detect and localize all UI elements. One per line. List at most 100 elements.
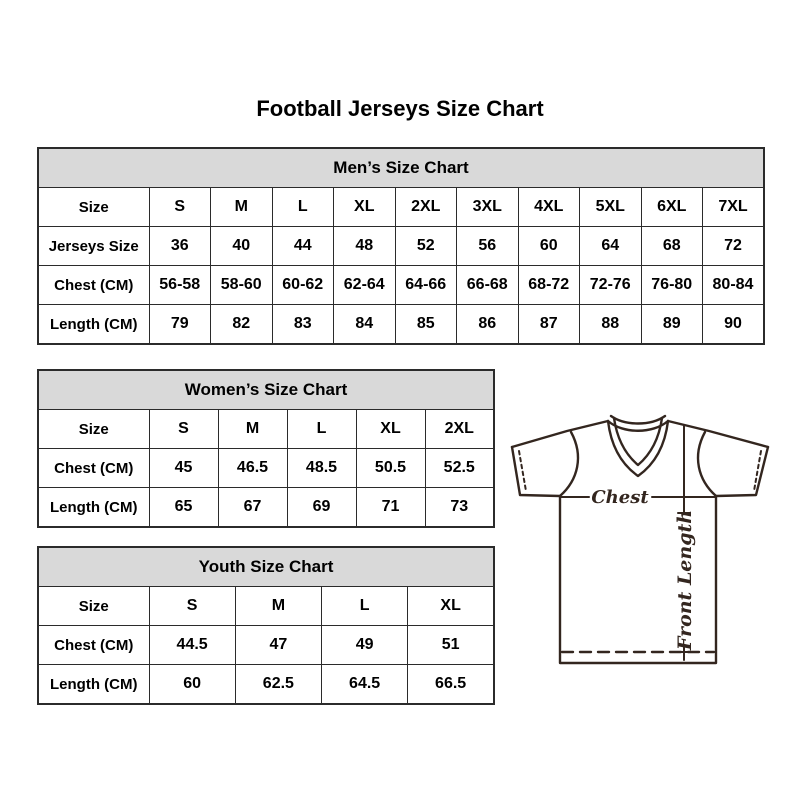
youth-value-cell: 51: [407, 625, 495, 665]
womens-value-cell: 52.5: [424, 448, 495, 488]
jersey-left-shoulder: [510, 419, 610, 449]
mens-value-cell: 4XL: [517, 187, 580, 227]
youth-row-label: Size: [37, 586, 150, 626]
jersey-collar-band-curve: [606, 419, 670, 432]
chest-label: Chest: [591, 487, 649, 508]
mens-value-cell: 79: [148, 304, 211, 345]
mens-value-cell: 84: [333, 304, 396, 345]
mens-value-cell: 5XL: [579, 187, 642, 227]
womens-value-cell: 71: [355, 487, 426, 528]
womens-title-row: Women’s Size Chart: [37, 369, 495, 410]
mens-value-cell: L: [271, 187, 334, 227]
mens-value-cell: 83: [271, 304, 334, 345]
youth-size-chart-table: Youth Size Chart Size S M L XL Chest (CM) 44.5 4…: [37, 546, 495, 705]
youth-row: Size S M L XL: [37, 586, 495, 626]
mens-value-cell: 56-58: [148, 265, 211, 305]
youth-value-cell: M: [234, 586, 323, 626]
mens-value-cell: 36: [148, 226, 211, 266]
mens-size-chart-table: Men’s Size Chart Size S M L XL 2XL 3XL 4XL 5XL 6XL…: [37, 147, 765, 345]
mens-value-cell: S: [148, 187, 211, 227]
mens-value-cell: 72-76: [579, 265, 642, 305]
mens-table-title: Men’s Size Chart: [37, 147, 765, 188]
mens-row: Chest (CM) 56-58 58-60 60-62 62-64 64-66 66-68…: [37, 265, 765, 305]
womens-value-cell: 50.5: [355, 448, 426, 488]
mens-value-cell: 3XL: [456, 187, 519, 227]
mens-value-cell: 72: [702, 226, 765, 266]
youth-value-cell: 47: [234, 625, 323, 665]
mens-row-label: Length (CM): [37, 304, 150, 345]
youth-row-label: Length (CM): [37, 664, 150, 705]
jersey-right-shoulder: [666, 419, 770, 449]
mens-row: Jerseys Size 36 40 44 48 52 56 60 64 68 72: [37, 226, 765, 266]
womens-value-cell: XL: [355, 409, 426, 449]
mens-value-cell: 64: [579, 226, 642, 266]
youth-value-cell: 64.5: [320, 664, 409, 705]
mens-value-cell: 82: [210, 304, 273, 345]
womens-value-cell: S: [148, 409, 219, 449]
youth-title-row: Youth Size Chart: [37, 546, 495, 587]
womens-value-cell: 73: [424, 487, 495, 528]
youth-value-cell: 60: [148, 664, 236, 705]
youth-value-cell: S: [148, 586, 236, 626]
mens-value-cell: 40: [210, 226, 273, 266]
mens-value-cell: 56: [456, 226, 519, 266]
womens-value-cell: 67: [217, 487, 288, 528]
womens-value-cell: 2XL: [424, 409, 495, 449]
jersey-right-cuff-stitch: [753, 450, 762, 492]
mens-value-cell: 90: [702, 304, 765, 345]
womens-value-cell: 45: [148, 448, 219, 488]
jersey-illustration: Chest Front Length: [510, 414, 770, 665]
womens-value-cell: 69: [286, 487, 357, 528]
mens-row: Size S M L XL 2XL 3XL 4XL 5XL 6XL 7XL: [37, 187, 765, 227]
mens-value-cell: 85: [394, 304, 457, 345]
womens-value-cell: L: [286, 409, 357, 449]
mens-row-label: Jerseys Size: [37, 226, 150, 266]
youth-value-cell: 62.5: [234, 664, 323, 705]
jersey-measurement-diagram: Chest Front Length: [503, 412, 781, 670]
mens-value-cell: 66-68: [456, 265, 519, 305]
mens-value-cell: XL: [333, 187, 396, 227]
mens-value-cell: 58-60: [210, 265, 273, 305]
youth-value-cell: 44.5: [148, 625, 236, 665]
mens-title-row: Men’s Size Chart: [37, 147, 765, 188]
youth-row: Chest (CM) 44.5 47 49 51: [37, 625, 495, 665]
mens-value-cell: 52: [394, 226, 457, 266]
womens-row-label: Size: [37, 409, 150, 449]
mens-value-cell: 48: [333, 226, 396, 266]
jersey-back-collar-curve: [609, 414, 667, 425]
front-length-label: Front Length: [674, 510, 696, 651]
jersey-left-sleeve: [510, 445, 562, 498]
womens-value-cell: 46.5: [217, 448, 288, 488]
mens-row-label: Size: [37, 187, 150, 227]
womens-table-title: Women’s Size Chart: [37, 369, 495, 410]
mens-value-cell: 87: [517, 304, 580, 345]
mens-value-cell: 76-80: [640, 265, 703, 305]
womens-size-chart-table: Women’s Size Chart Size S M L XL 2XL Chest (CM)…: [37, 369, 495, 528]
mens-value-cell: 68: [640, 226, 703, 266]
womens-row: Size S M L XL 2XL: [37, 409, 495, 449]
page-title: Football Jerseys Size Chart: [256, 96, 544, 121]
mens-row: Length (CM) 79 82 83 84 85 86 87 88 89 90: [37, 304, 765, 345]
mens-value-cell: 88: [579, 304, 642, 345]
mens-value-cell: 60-62: [271, 265, 334, 305]
mens-value-cell: 68-72: [517, 265, 580, 305]
womens-value-cell: M: [217, 409, 288, 449]
mens-value-cell: 2XL: [394, 187, 457, 227]
jersey-collar-outer-v: [606, 419, 670, 478]
youth-value-cell: 49: [320, 625, 409, 665]
mens-value-cell: 86: [456, 304, 519, 345]
youth-value-cell: XL: [407, 586, 495, 626]
mens-value-cell: 80-84: [702, 265, 765, 305]
womens-value-cell: 65: [148, 487, 219, 528]
mens-value-cell: 6XL: [640, 187, 703, 227]
mens-value-cell: 7XL: [702, 187, 765, 227]
jersey-right-sleeve: [714, 445, 770, 498]
womens-row: Chest (CM) 45 46.5 48.5 50.5 52.5: [37, 448, 495, 488]
mens-value-cell: 64-66: [394, 265, 457, 305]
mens-value-cell: 89: [640, 304, 703, 345]
youth-row-label: Chest (CM): [37, 625, 150, 665]
mens-value-cell: M: [210, 187, 273, 227]
womens-value-cell: 48.5: [286, 448, 357, 488]
womens-row: Length (CM) 65 67 69 71 73: [37, 487, 495, 528]
